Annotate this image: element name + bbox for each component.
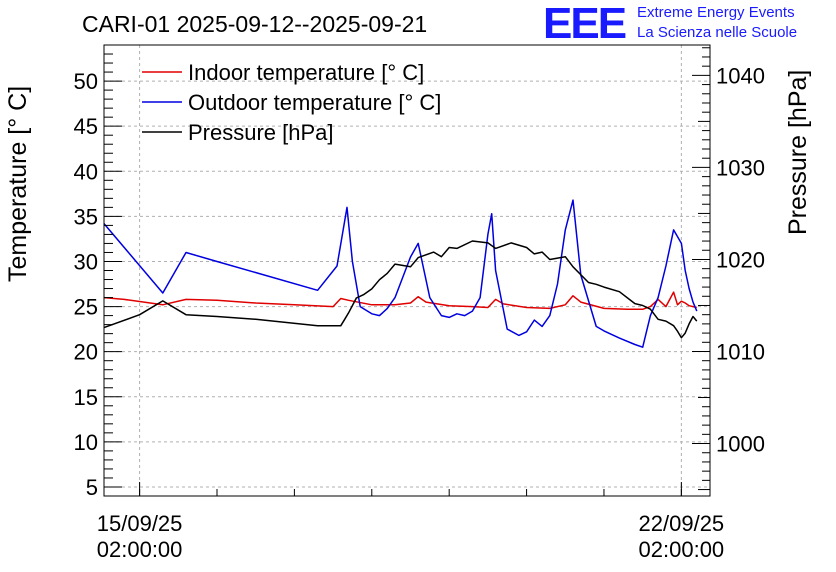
y-tick-label: 15	[74, 385, 98, 410]
org-name-line1: Extreme Energy Events	[637, 4, 795, 21]
series-layer	[103, 199, 698, 348]
legend: Indoor temperature [° C] Outdoor tempera…	[142, 60, 441, 145]
series-indoor-temperature	[103, 291, 697, 311]
legend-label-pressure: Pressure [hPa]	[188, 120, 334, 145]
x-tick-label-date: 22/09/25	[639, 511, 725, 536]
y2-axis-label: Pressure [hPa]	[784, 70, 812, 235]
legend-label-outdoor: Outdoor temperature [° C]	[188, 90, 441, 115]
y2-tick-label: 1040	[716, 63, 765, 88]
series-pressure	[103, 240, 698, 339]
y2-tick-label: 1000	[716, 432, 765, 457]
y-tick-label: 40	[74, 159, 98, 184]
y-tick-label: 10	[74, 430, 98, 455]
x-tick-label-time: 02:00:00	[639, 537, 725, 562]
chart-title: CARI-01 2025-09-12--2025-09-21	[82, 11, 427, 37]
y-tick-label: 30	[74, 249, 98, 274]
x-tick-label-date: 15/09/25	[97, 511, 183, 536]
y-tick-label: 50	[74, 69, 98, 94]
series-outdoor-temperature	[103, 199, 698, 348]
y-tick-label: 25	[74, 295, 98, 320]
axes: 5 10 15 20 25 30 35 40 45 50 1000 1010 1020 1030 1040 1…	[74, 44, 765, 562]
grid	[104, 45, 710, 496]
y-tick-label: 45	[74, 114, 98, 139]
y-axis-label: Temperature [° C]	[4, 86, 32, 282]
y2-tick-label: 1030	[716, 155, 765, 180]
y2-tick-label: 1010	[716, 339, 765, 364]
y-tick-label: 20	[74, 340, 98, 365]
x-tick-label-time: 02:00:00	[97, 537, 183, 562]
y-tick-label: 35	[74, 204, 98, 229]
eee-logo: EEE	[543, 0, 627, 48]
y-tick-label: 5	[86, 475, 98, 500]
org-name-line2: La Scienza nelle Scuole	[637, 24, 798, 41]
legend-label-indoor: Indoor temperature [° C]	[188, 60, 424, 85]
y2-tick-label: 1020	[716, 247, 765, 272]
